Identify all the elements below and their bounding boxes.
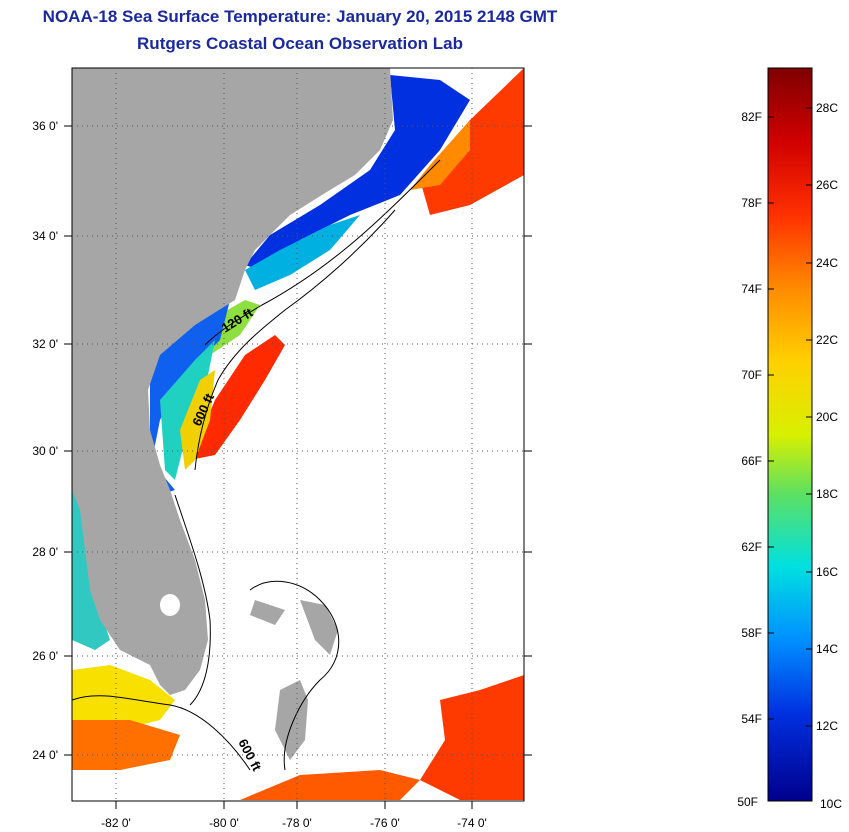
- colorbar-c-label: 16C: [816, 565, 838, 579]
- lat-tick-label: 32 0': [32, 337, 58, 351]
- lat-tick-label: 34 0': [32, 229, 58, 243]
- lon-tick-label: -80 0': [209, 816, 239, 830]
- colorbar-c-label: 12C: [816, 719, 838, 733]
- colorbar-c-label: 18C: [816, 487, 838, 501]
- sst-gulf-orange: [72, 720, 180, 770]
- map-subtitle: Rutgers Coastal Ocean Observation Lab: [137, 34, 463, 53]
- colorbar-c-label: 24C: [816, 256, 838, 270]
- contour-600ft: [194, 209, 396, 471]
- colorbar-f-label: 50F: [737, 795, 758, 809]
- lat-axis: 36 0' 34 0' 32 0' 30 0' 28 0' 26 0' 24 0…: [32, 119, 58, 762]
- contour-bahamas: [249, 580, 340, 771]
- sst-orange-band: [410, 120, 470, 190]
- lat-tick-label: 36 0': [32, 119, 58, 133]
- sst-cool-shelf-north: [245, 75, 470, 270]
- lon-tick-label: -78 0': [282, 816, 312, 830]
- colorbar-f-label: 66F: [741, 454, 762, 468]
- colorbar-f-label: 54F: [741, 712, 762, 726]
- sst-yellow-mid: [180, 370, 215, 470]
- contour-florida-shelf: [174, 494, 211, 706]
- lat-tick-label: 26 0': [32, 649, 58, 663]
- sst-cyan-shelf: [245, 215, 360, 290]
- lake-okeechobee: [160, 594, 180, 616]
- lon-tick-label: -82 0': [101, 816, 131, 830]
- lat-tick-label: 24 0': [32, 748, 58, 762]
- sst-cyan-mid: [160, 340, 215, 480]
- sst-south-warm: [420, 675, 524, 800]
- lat-tick-label: 30 0': [32, 444, 58, 458]
- sst-warm-offshore-north: [420, 68, 524, 215]
- land-us-east-coast: [72, 68, 393, 695]
- map-panel: [72, 68, 524, 801]
- colorbar-fahrenheit-axis: 82F 78F 74F 70F 66F 62F 58F 54F 50F: [737, 110, 762, 809]
- map-frame: [71, 67, 525, 802]
- lon-axis: -82 0' -80 0' -78 0' -76 0' -74 0': [101, 816, 487, 830]
- colorbar-c-label: 20C: [816, 410, 838, 424]
- frame-ticks: [64, 125, 532, 809]
- land-bahamas-grand: [250, 600, 285, 625]
- colorbar-ticks: [768, 107, 812, 727]
- colorbar-f-label: 74F: [741, 282, 762, 296]
- colorbar-c-label: 28C: [816, 101, 838, 115]
- lat-tick-label: 28 0': [32, 545, 58, 559]
- colorbar-c-label: 26C: [816, 178, 838, 192]
- colorbar-f-label: 70F: [741, 368, 762, 382]
- land-bahamas-andros: [275, 680, 308, 760]
- colorbar: [767, 67, 813, 802]
- colorbar-c-label: 10C: [820, 797, 842, 811]
- colorbar-f-label: 62F: [741, 540, 762, 554]
- colorbar-f-label: 82F: [741, 110, 762, 124]
- contour-keys: [72, 695, 251, 771]
- colorbar-celsius-axis: 28C 26C 24C 22C 20C 18C 16C 14C 12C 10C: [816, 101, 842, 811]
- lon-tick-label: -76 0': [370, 816, 400, 830]
- map-gridlines: [72, 68, 524, 801]
- sst-gulfstream-mid: [190, 335, 285, 460]
- colorbar-f-label: 78F: [741, 196, 762, 210]
- lon-tick-label: -74 0': [457, 816, 487, 830]
- colorbar-c-label: 22C: [816, 333, 838, 347]
- map-title: NOAA-18 Sea Surface Temperature: January…: [42, 7, 558, 26]
- contour-120ft: [204, 159, 441, 346]
- colorbar-f-label: 58F: [741, 626, 762, 640]
- land-bahamas-abaco: [300, 600, 338, 655]
- colorbar-c-label: 14C: [816, 642, 838, 656]
- sst-south-warm-2: [240, 770, 420, 800]
